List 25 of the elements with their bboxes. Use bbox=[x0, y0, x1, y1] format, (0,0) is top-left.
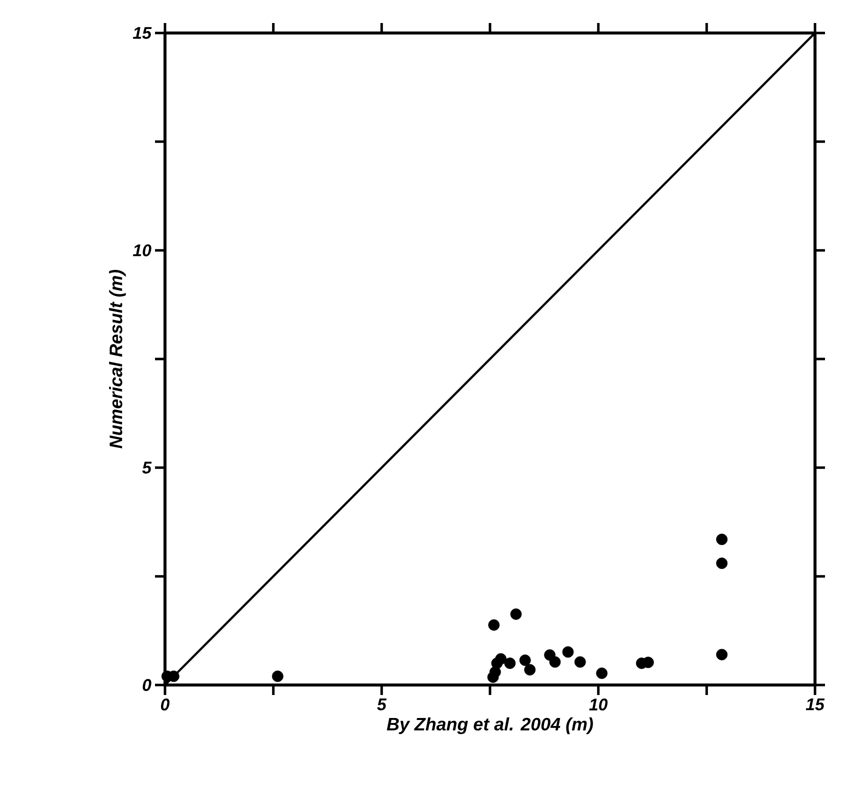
y-tick-label: 5 bbox=[142, 462, 152, 474]
point bbox=[562, 646, 574, 658]
y-tick-label: 15 bbox=[132, 27, 152, 39]
y-tick-label: 0 bbox=[142, 679, 152, 692]
point bbox=[716, 534, 728, 546]
point bbox=[716, 648, 728, 660]
x-tick-label: 0 bbox=[160, 698, 170, 711]
point bbox=[596, 668, 608, 679]
x-axis-title: By Zhang et al. 2004 (m) bbox=[386, 717, 593, 734]
x-tick-label: 5 bbox=[377, 698, 387, 710]
point bbox=[504, 658, 516, 669]
point bbox=[716, 558, 728, 569]
y-tick-label: 10 bbox=[132, 244, 152, 256]
point bbox=[574, 656, 586, 668]
point bbox=[510, 608, 522, 620]
x-tick-label: 10 bbox=[589, 698, 608, 711]
x-tick-label: 15 bbox=[806, 698, 825, 710]
point bbox=[524, 664, 536, 676]
point bbox=[495, 653, 507, 665]
point bbox=[487, 671, 499, 683]
point bbox=[519, 654, 531, 666]
point bbox=[488, 619, 500, 631]
y-axis-title: Numerical Result (m) bbox=[109, 270, 126, 448]
point bbox=[272, 670, 284, 682]
point bbox=[549, 656, 561, 668]
